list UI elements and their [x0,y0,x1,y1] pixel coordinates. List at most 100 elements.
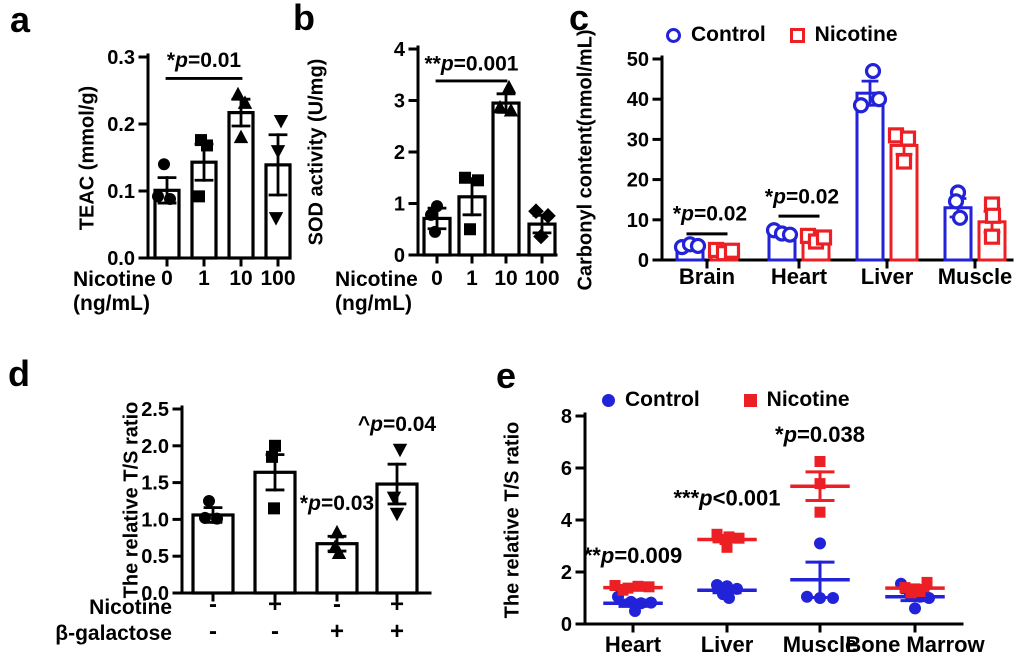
svg-text:Muscle: Muscle [938,264,1013,289]
svg-text:Bone Marrow: Bone Marrow [845,632,985,657]
series-control [673,62,973,262]
svg-text:-: - [209,618,217,645]
svg-text:30: 30 [627,129,649,151]
svg-text:2.5: 2.5 [141,399,169,421]
panel-a-ylabel: TEAC (mmol/g) [76,85,99,231]
svg-text:**p=0.001: **p=0.001 [424,53,518,76]
panel-c-legend: Control Nicotine [666,23,898,47]
svg-text:0: 0 [431,267,443,290]
panel-b-ylabel: SOD activity (U/mg) [305,58,328,246]
panel-c-legend-item-nicotine: Nicotine [789,23,898,47]
bars [191,470,419,595]
svg-text:**p=0.009: **p=0.009 [584,543,682,568]
svg-text:100: 100 [524,267,559,290]
svg-text:Heart: Heart [771,264,828,289]
svg-text:+: + [390,591,404,618]
panel-e-legend-nicotine-label: Nicotine [766,388,850,411]
svg-text:Heart: Heart [605,632,662,657]
svg-text:***p<0.001: ***p<0.001 [673,486,780,511]
svg-text:-: - [209,591,217,618]
panel-a-xaxis-title: Nicotine [73,268,156,291]
svg-text:*p=0.02: *p=0.02 [673,203,747,226]
svg-text:2: 2 [394,142,405,164]
panel-e-ylabel: The relative T/S ratio [501,421,524,619]
panel-d-row-nicotine-label: Nicotine [89,596,172,619]
svg-text:+: + [330,618,344,645]
panel-e-legend-item-nicotine: Nicotine [743,388,850,412]
svg-text:0: 0 [161,267,173,290]
panel-c-legend-item-control: Control [666,23,766,47]
svg-text:2.0: 2.0 [141,436,169,458]
svg-text:0: 0 [394,245,405,267]
series-nicotine [603,456,945,599]
svg-text:0.0: 0.0 [107,248,135,270]
svg-text:4: 4 [561,510,573,532]
svg-text:Brain: Brain [679,264,735,289]
svg-text:3: 3 [394,91,405,113]
svg-text:10: 10 [494,267,517,290]
svg-text:*p=0.03: *p=0.03 [300,492,374,515]
panel-e-legend-item-control: Control [602,388,700,412]
svg-text:+: + [390,618,404,645]
svg-text:50: 50 [627,49,649,71]
svg-text:0: 0 [638,250,649,272]
svg-text:Liver: Liver [861,264,914,289]
svg-text:Liver: Liver [701,632,754,657]
svg-text:*p=0.02: *p=0.02 [765,186,839,209]
data-points [152,86,289,226]
panel-e-legend-control-label: Control [625,388,700,411]
significance-annotations: *p=0.01 [165,49,243,80]
panel-d-ylabel: The relative T/S ratio [120,401,143,599]
svg-text:1: 1 [466,267,478,290]
panel-a-chart: 0.0 0.1 0.2 0.3 *p=0.01 0 1 10 100 [107,47,295,290]
svg-text:10: 10 [627,210,649,232]
control-filled-circle-icon [602,393,615,407]
panel-e-legend: Control Nicotine [602,388,850,412]
significance-annotations: **p=0.009 ***p<0.001 *p=0.038 [584,422,865,568]
panel-c-legend-nicotine-label: Nicotine [814,23,898,46]
panel-b-xaxis-title: Nicotine [335,268,418,291]
svg-text:1.5: 1.5 [141,473,169,495]
panel-b-letter: b [293,0,315,38]
svg-text:2: 2 [561,562,572,584]
nicotine-filled-square-icon [743,393,757,407]
svg-text:1: 1 [198,267,210,290]
panel-d-row-bgalactose-label: β-galactose [55,622,172,645]
svg-text:100: 100 [260,267,295,290]
svg-text:0.0: 0.0 [141,583,169,605]
data-points [425,79,556,245]
panel-c-chart: 0 10 20 30 40 50 Brain Heart Liver Muscle *p=0.02 *… [627,49,1014,289]
svg-text:10: 10 [229,267,252,290]
panel-c-letter: c [569,0,590,38]
axis: 0 2 4 6 8 [561,406,964,636]
panel-b-xaxis-unit: (ng/mL) [335,292,412,315]
svg-text:0.5: 0.5 [141,546,169,568]
panel-a-letter: a [10,0,31,40]
data-points [199,439,408,559]
svg-text:0.1: 0.1 [107,181,135,203]
svg-text:1.0: 1.0 [141,509,169,531]
panel-d-letter: d [8,353,30,394]
svg-text:1: 1 [394,194,405,216]
svg-text:+: + [268,591,282,618]
significance-annotations: *p=0.03 ^p=0.04 [300,413,437,515]
svg-text:Muscle: Muscle [783,632,858,657]
svg-text:-: - [333,591,341,618]
significance-annotations: **p=0.001 [424,53,519,83]
svg-text:*p=0.038: *p=0.038 [775,422,865,447]
svg-text:20: 20 [627,170,649,192]
svg-text:8: 8 [561,406,572,428]
svg-text:6: 6 [561,458,572,480]
panel-a-xaxis-unit: (ng/mL) [73,292,150,315]
panel-c-ylabel: Carbonyl content(nmol/mL) [574,29,597,291]
svg-text:-: - [271,618,279,645]
series-nicotine [707,127,1007,262]
nicotine-open-square-icon [789,27,805,43]
svg-text:40: 40 [627,89,649,111]
panel-d-chart: 0.00.51.01.52.02.5*p=0.03^p=0.04- + - +- - + + [141,399,436,645]
svg-text:0.3: 0.3 [107,47,135,69]
